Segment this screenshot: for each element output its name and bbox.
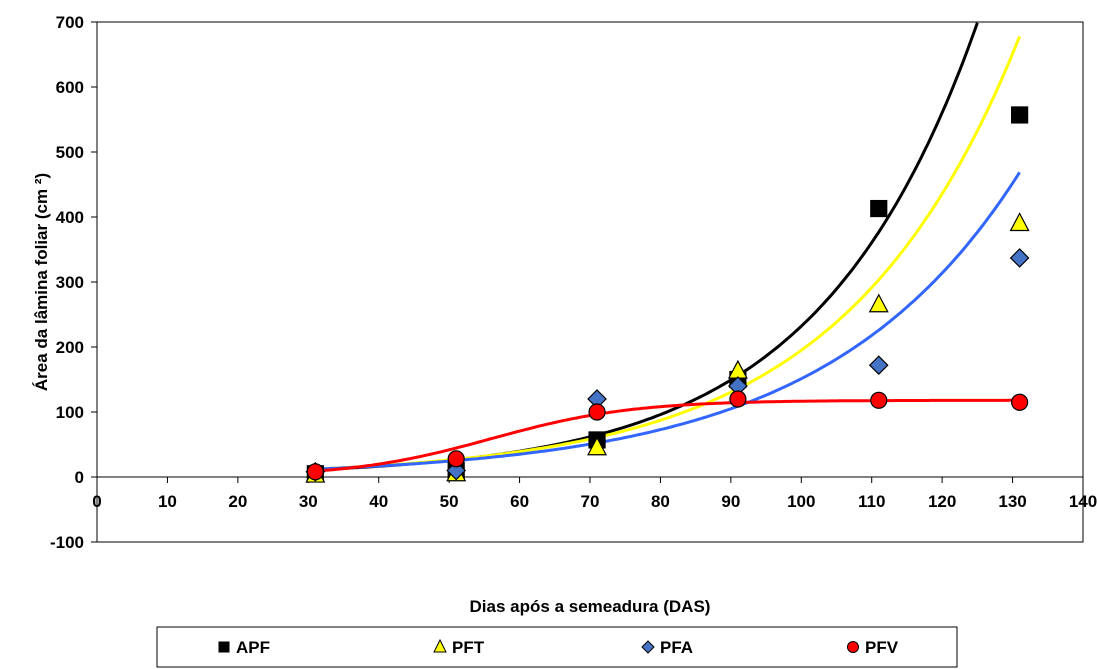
x-tick-label: 40 (369, 492, 388, 511)
legend-label-pfa: PFA (660, 638, 693, 657)
y-tick-label: 300 (56, 273, 84, 292)
pft-data-point (1009, 212, 1030, 232)
y-tick-label: 700 (56, 13, 84, 32)
pfv-data-point (306, 463, 324, 481)
x-tick-label: 50 (440, 492, 459, 511)
x-tick-label: 130 (998, 492, 1026, 511)
legend-label-pfv: PFV (865, 638, 899, 657)
pfv-data-point (1011, 393, 1029, 411)
series-layer (305, 22, 1030, 483)
pfv-data-point (447, 450, 465, 468)
x-tick-label: 90 (721, 492, 740, 511)
y-tick-label: 400 (56, 208, 84, 227)
pfv-data-point (870, 391, 888, 409)
y-tick-label: 500 (56, 143, 84, 162)
x-axis-title: Dias após a semeadura (DAS) (470, 597, 711, 616)
pfa-trend-line (315, 171, 1021, 471)
pfa-data-point (868, 355, 889, 376)
apf-data-point (870, 199, 888, 218)
y-tick-label: 100 (56, 403, 84, 422)
axis-ticks: -100 0 100 200 300 400 500 600 700 0 10 20 30 40 50 60 7… (50, 13, 1097, 552)
legend-marker-pfa (641, 640, 655, 654)
x-tick-label: 110 (858, 492, 885, 511)
x-tick-label: 20 (228, 492, 247, 511)
legend-label-apf: APF (236, 638, 270, 657)
y-tick-label: 200 (56, 338, 84, 357)
y-axis-title: Área da lâmina foliar (cm ²) (32, 173, 51, 391)
apf-data-point (1011, 106, 1029, 124)
legend-box (156, 626, 958, 668)
legend-marker-pft (433, 638, 447, 653)
pft-trend-line (315, 35, 1021, 471)
pft-data-point (868, 293, 889, 313)
pfv-trend-line (315, 398, 1020, 473)
pft-data-point (727, 359, 748, 379)
pfv-data-point (588, 403, 606, 421)
pft-data-point (587, 436, 608, 456)
x-tick-label: 30 (299, 492, 318, 511)
legend-marker-apf (218, 641, 230, 653)
legend-marker-pfv (847, 641, 859, 653)
x-tick-label: 100 (787, 492, 815, 511)
x-tick-label: 10 (158, 492, 177, 511)
x-tick-label: 0 (92, 492, 101, 511)
y-tick-label: 600 (56, 78, 84, 97)
legend-label-pft: PFT (452, 638, 485, 657)
legend: APF PFT PFA PFV (156, 626, 958, 668)
pfv-data-point (729, 390, 747, 408)
x-tick-label: 80 (651, 492, 670, 511)
x-tick-label: 120 (928, 492, 956, 511)
pfa-data-point (1009, 248, 1030, 268)
y-tick-label: 0 (75, 468, 84, 487)
x-tick-label: 60 (510, 492, 529, 511)
legend-items: APF PFT PFA PFV (218, 638, 899, 657)
x-tick-label: 140 (1069, 492, 1097, 511)
y-tick-label: -100 (50, 533, 84, 552)
x-tick-label: 70 (581, 492, 600, 511)
